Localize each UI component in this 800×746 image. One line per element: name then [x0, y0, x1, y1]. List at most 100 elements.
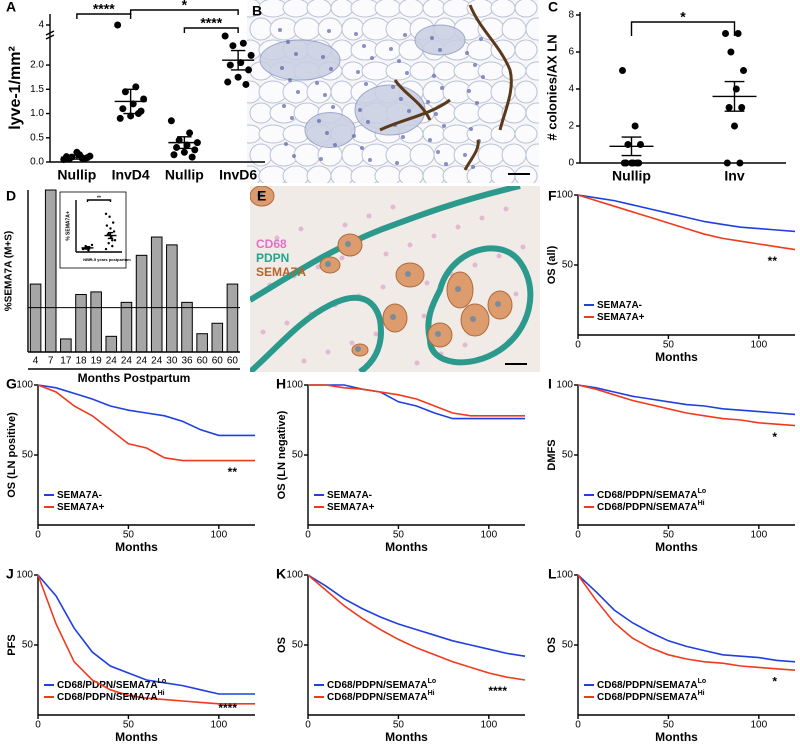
tissue-region [414, 24, 466, 56]
nucleus [463, 153, 467, 157]
x-tick-label: 0 [305, 530, 311, 541]
survival-curve [37, 384, 255, 437]
nucleus [479, 37, 483, 41]
bar [226, 283, 239, 353]
cell-nucleus [325, 261, 331, 267]
survival-curve [577, 574, 796, 663]
nucleus [282, 104, 286, 108]
nucleus [354, 32, 358, 36]
nucleus [280, 66, 284, 70]
x-tick-label: 100 [210, 530, 227, 541]
x-tick-label: InvD6 [219, 167, 257, 183]
background-nucleus [383, 251, 389, 257]
legend-superscript: Hi [698, 500, 705, 507]
x-axis-label: Months [655, 730, 698, 744]
x-tick-label: 50 [393, 720, 405, 731]
survival-curve [37, 574, 255, 705]
y-tick-label: 100 [286, 570, 303, 581]
x-tick-label: 36 [181, 356, 193, 367]
background-nucleus [301, 358, 307, 364]
nucleus [467, 89, 471, 93]
nucleus [315, 81, 319, 85]
background-nucleus [462, 342, 468, 348]
nucleus [426, 100, 430, 104]
x-tick-label: InvD4 [112, 167, 150, 183]
x-tick-label: 50 [393, 530, 405, 541]
cell-nucleus [495, 301, 501, 307]
adipocyte [341, 17, 365, 41]
x-axis-label: Months [115, 730, 158, 744]
cell-nucleus [405, 271, 411, 277]
x-axis-label: Months [655, 350, 698, 364]
panel-letter: F [548, 188, 557, 204]
data-point [723, 159, 731, 167]
data-point [111, 239, 114, 242]
adipocyte [525, 61, 539, 81]
x-tick-label: Nullip [57, 167, 96, 183]
adipocyte [422, 165, 446, 183]
bar [29, 283, 42, 353]
x-tick-label: 50 [663, 720, 675, 731]
x-tick-label: 50 [663, 530, 675, 541]
legend-name: SEMA7A+ [327, 502, 375, 513]
data-point [725, 104, 733, 111]
data-point [224, 78, 232, 86]
significance-label: * [772, 674, 777, 688]
background-nucleus [380, 284, 386, 290]
panel-letter: C [548, 0, 558, 15]
nucleus [296, 90, 300, 94]
legend-label: CD68/PDPN/SEMA7AHi [597, 690, 705, 703]
data-point [234, 73, 242, 81]
significance-label: * [182, 0, 188, 13]
nucleus [358, 108, 362, 112]
x-tick-label: 100 [750, 340, 767, 351]
nucleus [469, 127, 473, 131]
legend-label: SEMA7A- [57, 490, 102, 501]
x-tick-label: 30 [166, 356, 178, 367]
x-tick-label: 100 [750, 720, 767, 731]
legend-superscript: Hi [428, 690, 435, 697]
stain-streak [468, 4, 513, 131]
x-axis-label: Months Postpartum [78, 371, 191, 385]
tissue-region [259, 39, 341, 81]
legend-label: SEMA7A+ [57, 502, 105, 513]
nucleus [356, 70, 360, 74]
data-point [170, 151, 178, 159]
adipocyte [317, 17, 343, 41]
nucleus [436, 150, 440, 154]
histology-image-b [247, 0, 539, 183]
x-axis-label: Months [385, 540, 428, 554]
background-nucleus [390, 204, 396, 210]
x-axis-label: Months [655, 540, 698, 554]
cell-nucleus [455, 286, 461, 292]
x-tick-label: 24 [151, 356, 163, 367]
legend-name: CD68/PDPN/SEMA7A [597, 490, 698, 501]
background-nucleus [503, 206, 509, 212]
data-point [247, 51, 255, 59]
nucleus [331, 105, 335, 109]
background-nucleus [421, 313, 427, 319]
y-tick-label: 100 [556, 380, 573, 391]
x-tick-label: 17 [60, 356, 72, 367]
data-point [104, 247, 108, 251]
legend-superscript: Lo [698, 678, 707, 685]
adipocyte [330, 0, 354, 18]
adipocyte [249, 17, 273, 41]
adipocyte [374, 39, 402, 61]
y-tick-label: 100 [16, 570, 33, 581]
x-tick-label: 0-5 years postpartum [90, 257, 131, 262]
data-point [239, 39, 247, 47]
data-point [631, 122, 639, 130]
x-tick-label: 0 [35, 530, 41, 541]
adipocyte [514, 80, 538, 104]
legend-label: CD68/PDPN/SEMA7AHi [597, 500, 705, 513]
tissue-region [304, 112, 356, 148]
nucleus [370, 56, 374, 60]
nucleus [475, 101, 479, 105]
adipocyte [374, 165, 402, 183]
data-point [628, 159, 635, 167]
panel-letter: L [548, 566, 557, 582]
y-tick-label: 50 [292, 450, 304, 461]
significance-label: **** [488, 684, 507, 698]
nucleus [368, 158, 372, 162]
